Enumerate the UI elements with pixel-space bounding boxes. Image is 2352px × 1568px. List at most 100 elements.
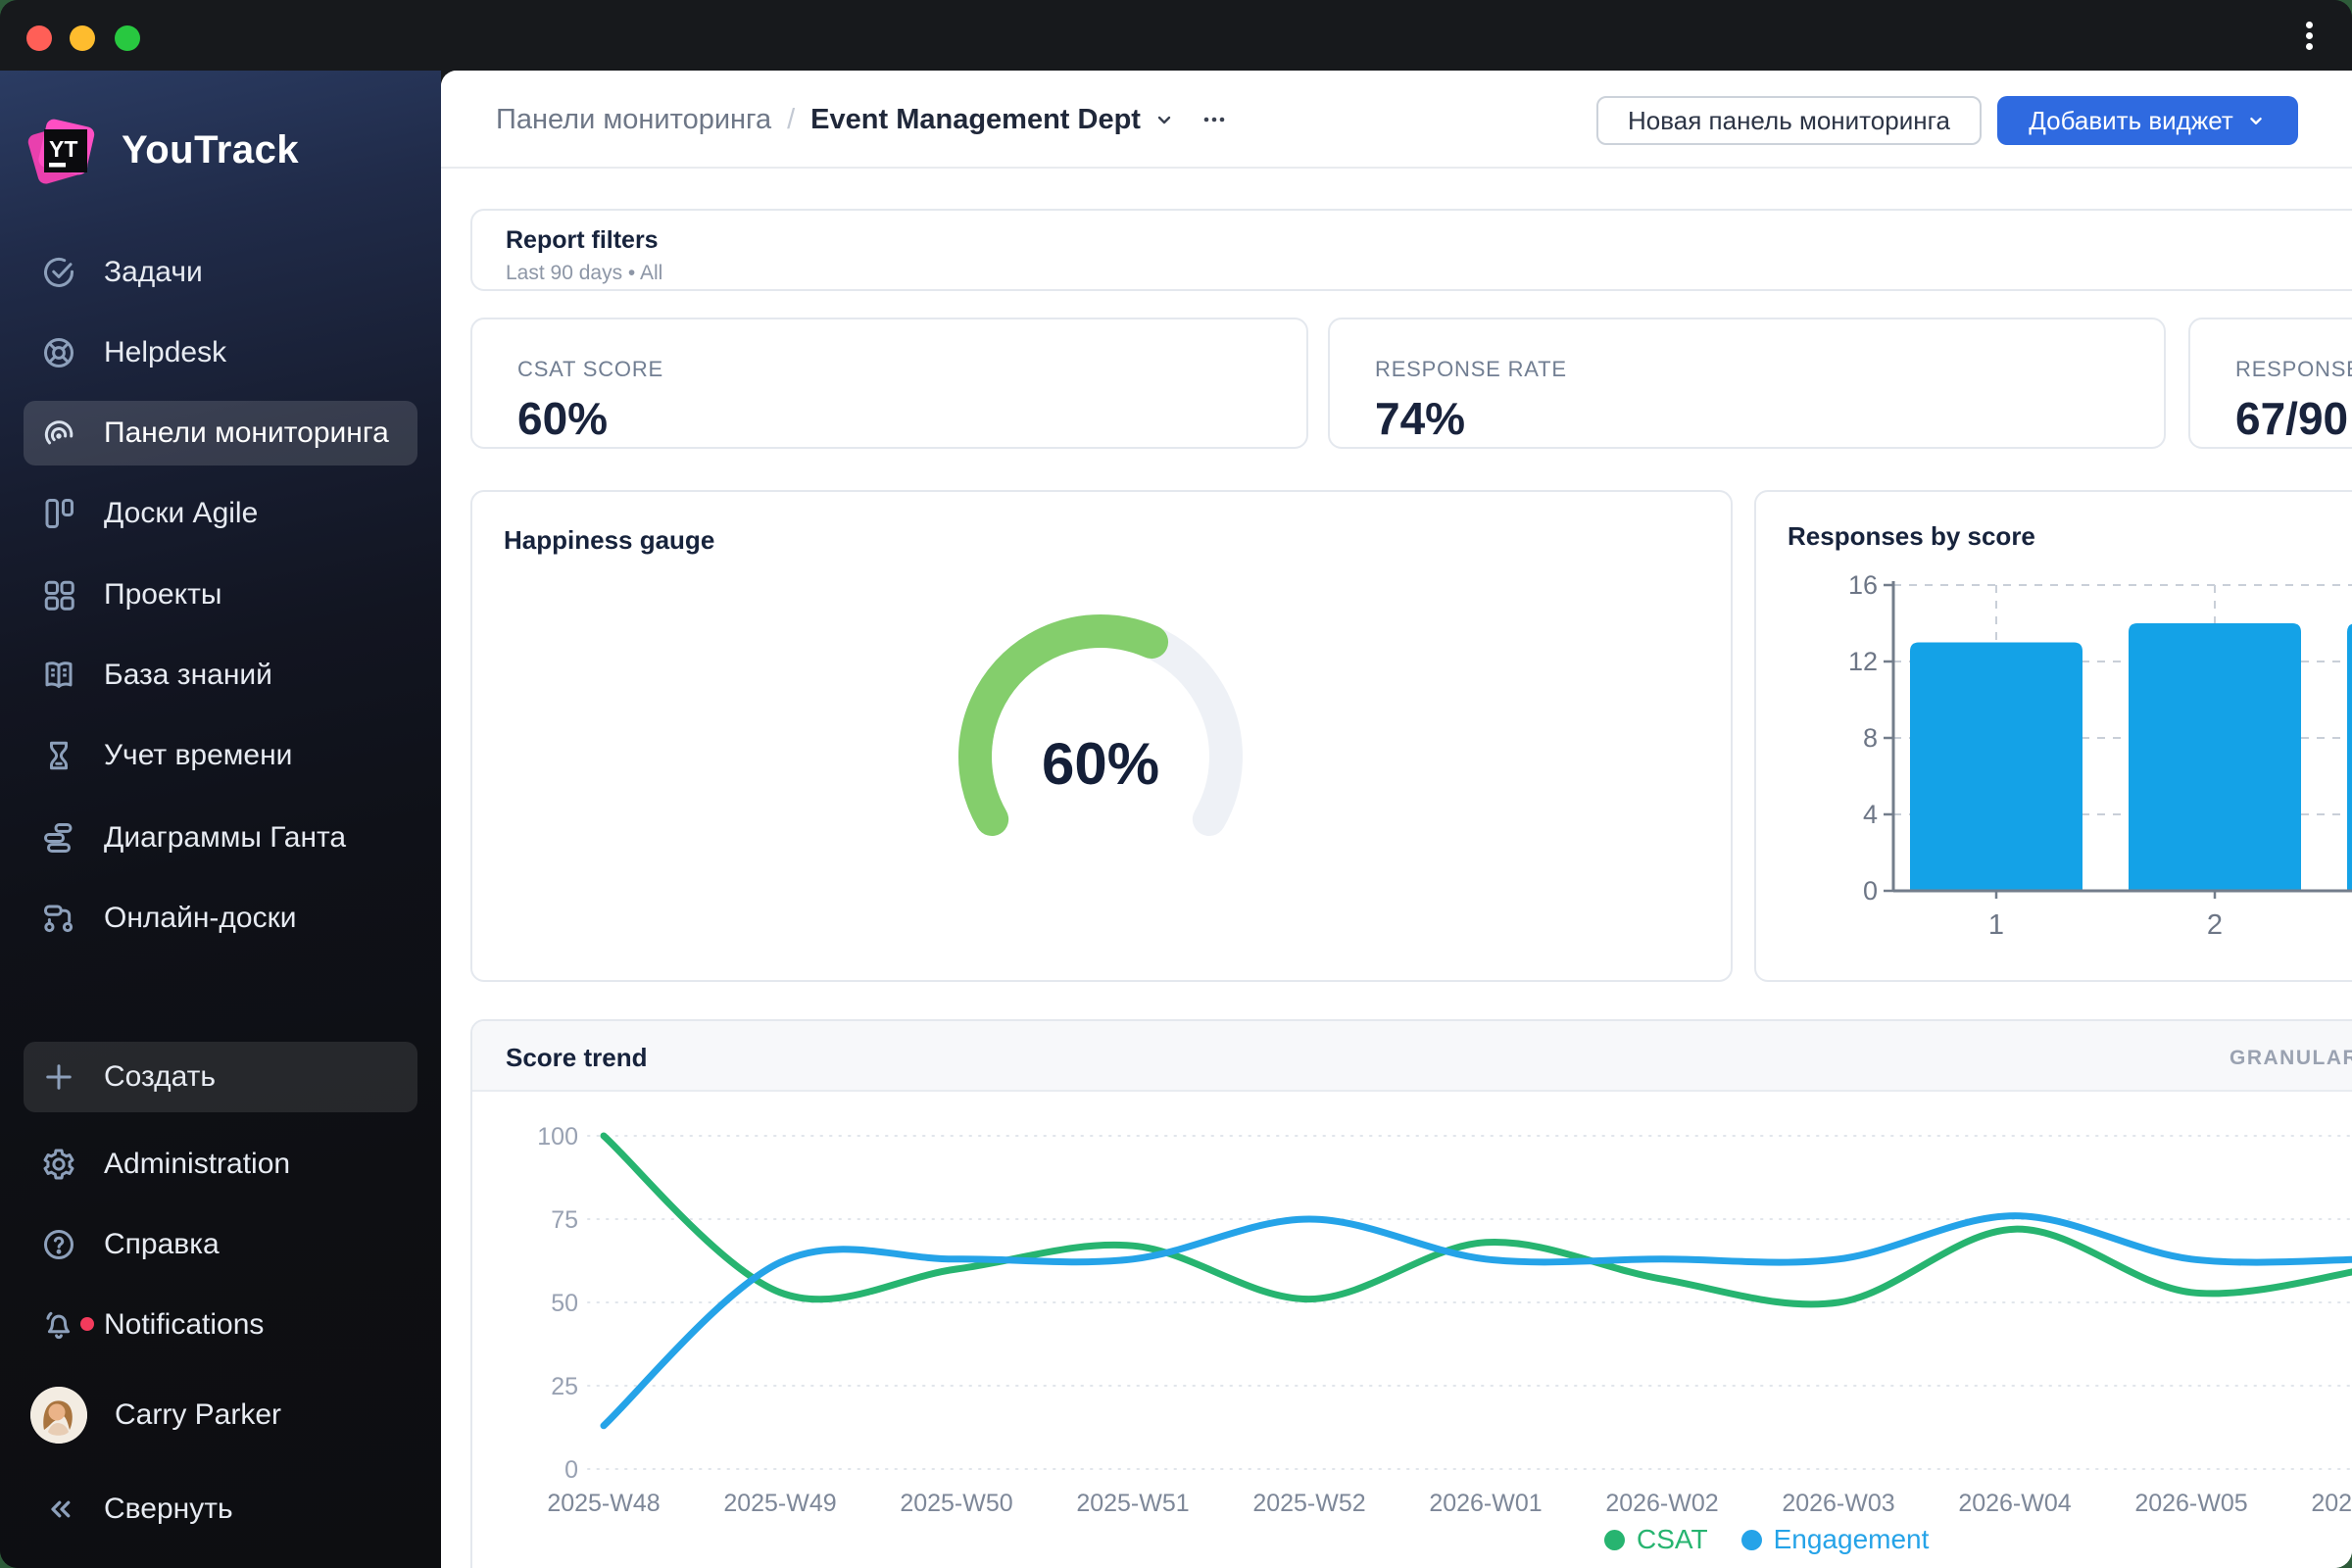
svg-text:8: 8 <box>1863 723 1878 753</box>
widget-title: Happiness gauge <box>504 525 715 555</box>
whiteboards-icon <box>41 901 76 936</box>
svg-text:50: 50 <box>551 1290 578 1317</box>
sidebar-item-label: Онлайн-доски <box>104 902 297 934</box>
svg-text:2025-W49: 2025-W49 <box>723 1490 836 1517</box>
sidebar-item-label: Панели мониторинга <box>104 416 389 449</box>
tasks-icon <box>41 255 76 290</box>
plus-icon <box>41 1059 76 1095</box>
svg-text:2025-W50: 2025-W50 <box>900 1490 1012 1517</box>
sidebar-item-knowledge-base[interactable]: База знаний <box>24 643 417 708</box>
sidebar-item-label: Учет времени <box>104 739 293 771</box>
responses-by-score-chart: 0481216123 <box>1848 570 2352 941</box>
sidebar-item-dashboards[interactable]: Панели мониторинга <box>24 401 417 466</box>
gantt-icon <box>41 820 76 856</box>
create-button[interactable]: Создать <box>24 1042 417 1112</box>
window-kebab-menu-icon[interactable] <box>2287 14 2330 57</box>
user-name: Carry Parker <box>115 1398 282 1431</box>
legend-item-engagement: Engagement <box>1740 1524 1929 1555</box>
add-widget-button[interactable]: Добавить виджет <box>1997 96 2298 145</box>
kpi-card-response-rate: RESPONSE RATE 74% <box>1328 318 2166 449</box>
sidebar: YT YouTrack Задачи Helpdesk Панели монит… <box>0 71 441 1568</box>
svg-text:4: 4 <box>1863 800 1878 829</box>
svg-text:2025-W51: 2025-W51 <box>1076 1490 1189 1517</box>
helpdesk-icon <box>41 335 76 370</box>
svg-text:2: 2 <box>2207 909 2223 941</box>
svg-text:2026-W05: 2026-W05 <box>2134 1490 2247 1517</box>
kpi-value: 67/90 <box>2235 393 2349 444</box>
collapse-sidebar-button[interactable]: Свернуть <box>24 1477 417 1542</box>
help-icon <box>41 1227 76 1262</box>
svg-text:2026-W06: 2026-W06 <box>2311 1490 2352 1517</box>
score-trend-chart: 0 25 50 75 100 2025-W48 2025-W49 2025-W50 2025-W… <box>537 1123 2352 1517</box>
new-dashboard-button[interactable]: Новая панель мониторинга <box>1596 96 1982 145</box>
user-avatar <box>30 1387 87 1444</box>
report-filters-card[interactable]: Report filters Last 90 days • All <box>470 209 2352 291</box>
sidebar-item-agile-boards[interactable]: Доски Agile <box>24 481 417 546</box>
window-titlebar <box>0 0 2352 71</box>
svg-text:2026-W03: 2026-W03 <box>1782 1490 1894 1517</box>
sidebar-item-administration[interactable]: Administration <box>24 1132 417 1197</box>
app-title: YouTrack <box>122 127 300 172</box>
close-window-button[interactable] <box>26 25 52 51</box>
svg-text:16: 16 <box>1848 570 1878 600</box>
breadcrumb-current-dashboard[interactable]: Event Management Dept <box>810 103 1141 135</box>
sidebar-item-label: База знаний <box>104 659 272 691</box>
zoom-window-button[interactable] <box>115 25 140 51</box>
sidebar-item-label: Доски Agile <box>104 497 259 529</box>
dashboards-icon <box>41 416 76 451</box>
svg-text:2025-W48: 2025-W48 <box>547 1490 660 1517</box>
sidebar-item-time-tracking[interactable]: Учет времени <box>24 723 417 788</box>
sidebar-item-label: Диаграммы Ганта <box>104 821 347 854</box>
breadcrumb-dashboards-link[interactable]: Панели мониторинга <box>496 103 772 135</box>
sidebar-item-notifications[interactable]: Notifications <box>24 1293 417 1357</box>
create-button-label: Создать <box>104 1060 217 1093</box>
agile-boards-icon <box>41 496 76 531</box>
sidebar-item-label: Задачи <box>104 256 203 288</box>
content-header: Панели мониторинга / Event Management De… <box>441 71 2352 169</box>
sidebar-item-tasks[interactable]: Задачи <box>24 240 417 305</box>
gauge-value-text: 60% <box>1041 731 1160 797</box>
user-menu[interactable]: Carry Parker <box>24 1383 417 1447</box>
projects-icon <box>41 577 76 612</box>
app-logo: YT YouTrack <box>20 108 299 192</box>
svg-text:2025-W52: 2025-W52 <box>1252 1490 1365 1517</box>
widget-title: Score trend <box>506 1043 648 1072</box>
svg-text:0: 0 <box>564 1456 578 1484</box>
svg-text:25: 25 <box>551 1373 578 1400</box>
svg-text:2026-W02: 2026-W02 <box>1605 1490 1718 1517</box>
svg-text:2026-W04: 2026-W04 <box>1958 1490 2071 1517</box>
sidebar-item-gantt-charts[interactable]: Диаграммы Ганта <box>24 806 417 870</box>
minimize-window-button[interactable] <box>70 25 95 51</box>
sidebar-item-label: Проекты <box>104 578 222 611</box>
legend-item-csat: CSAT <box>1604 1524 1708 1555</box>
sidebar-item-label: Administration <box>104 1148 291 1180</box>
svg-text:100: 100 <box>537 1123 578 1151</box>
svg-text:2026-W01: 2026-W01 <box>1429 1490 1542 1517</box>
chevron-down-icon[interactable] <box>1152 108 1176 131</box>
sidebar-item-help[interactable]: Справка <box>24 1212 417 1277</box>
granularity-label: GRANULARITY <box>2230 1047 2352 1069</box>
sidebar-item-whiteboards[interactable]: Онлайн-доски <box>24 886 417 951</box>
gear-icon <box>41 1147 76 1182</box>
kpi-label: RESPONSES <box>2235 357 2352 381</box>
svg-text:75: 75 <box>551 1206 578 1234</box>
kpi-label: RESPONSE RATE <box>1375 357 1567 381</box>
sidebar-item-label: Helpdesk <box>104 336 227 368</box>
widget-title: Responses by score <box>1788 521 2035 551</box>
kpi-card-responses: RESPONSES 67/90 <box>2188 318 2352 449</box>
sidebar-item-helpdesk[interactable]: Helpdesk <box>24 320 417 385</box>
kpi-value: 74% <box>1375 393 1466 444</box>
report-filters-summary: Last 90 days • All <box>506 262 663 284</box>
add-widget-label: Добавить виджет <box>2029 105 2233 135</box>
sidebar-item-label: Notifications <box>104 1308 265 1341</box>
sidebar-item-projects[interactable]: Проекты <box>24 563 417 627</box>
more-options-icon[interactable] <box>1200 108 1229 131</box>
dashboard-area: Report filters Last 90 days • All CSAT S… <box>441 169 2352 1568</box>
breadcrumb-separator: / <box>787 103 796 135</box>
svg-text:YT: YT <box>49 136 77 162</box>
chart-legend: CSAT Engagement <box>1604 1524 1929 1555</box>
collapse-label: Свернуть <box>104 1493 233 1525</box>
time-tracking-icon <box>41 738 76 773</box>
happiness-gauge-chart <box>958 614 1243 836</box>
notification-badge <box>80 1317 94 1331</box>
